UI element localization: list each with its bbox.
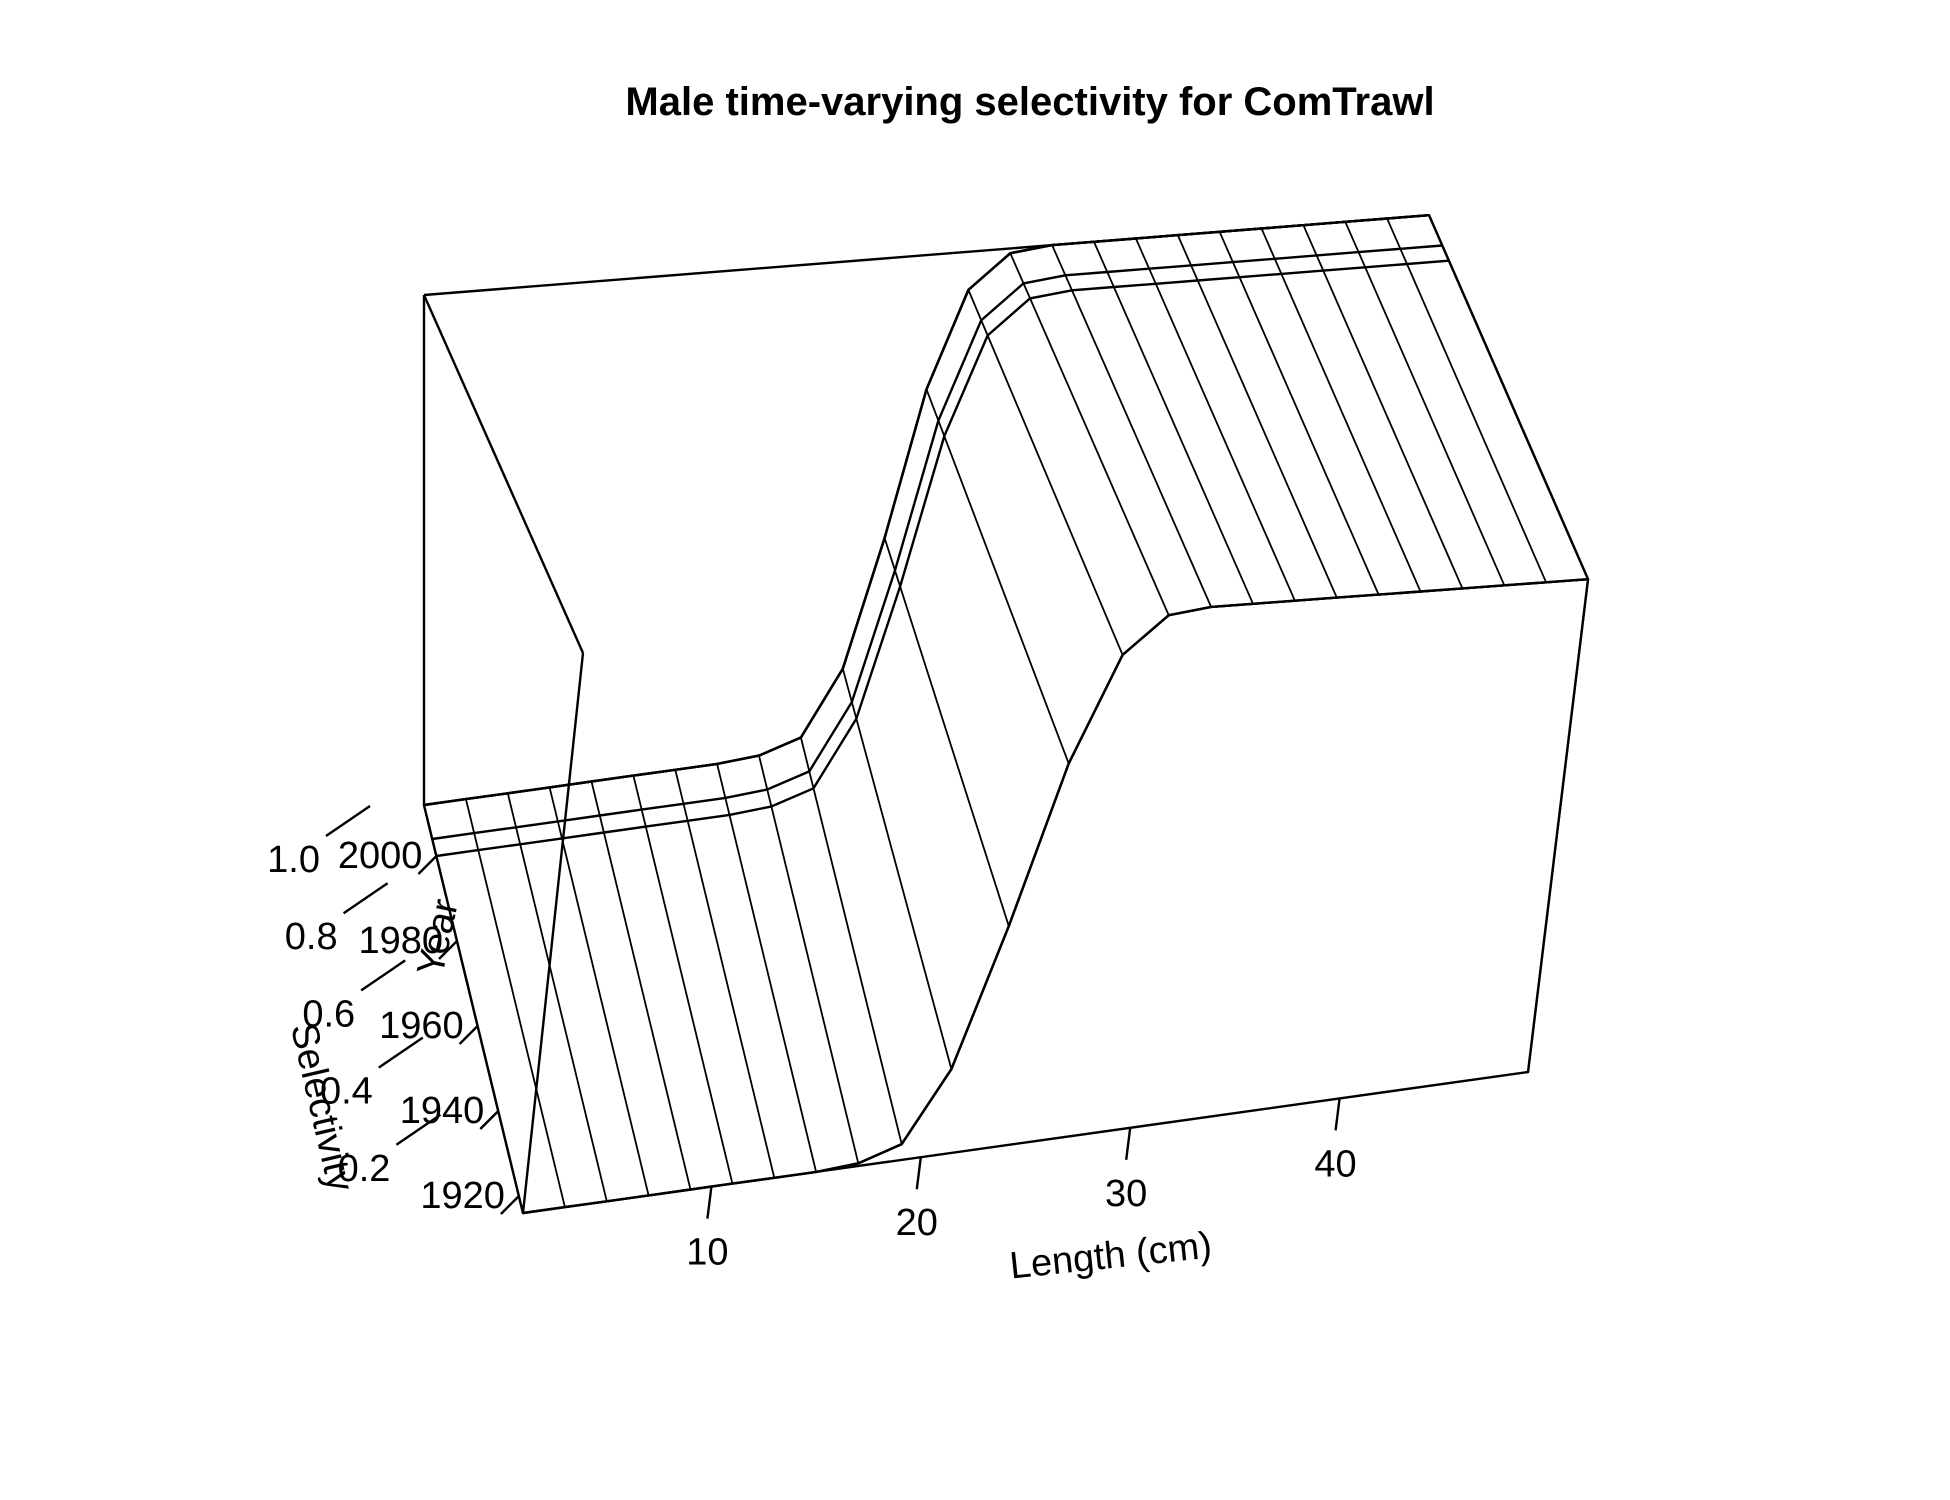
surface-mesh-line: [841, 668, 953, 1070]
x-tick-label: 30: [1105, 1173, 1147, 1215]
y-tick-label: 2000: [338, 835, 423, 877]
surface-plot: [422, 214, 1590, 1215]
surface-mesh-line: [1428, 214, 1589, 580]
y-axis: 1920 1940 1960 1980 2000: [338, 835, 520, 1217]
surface-mesh-line: [423, 804, 524, 1214]
surface-mesh-line: [1176, 234, 1338, 598]
surface-mesh-line: [1093, 241, 1254, 605]
year-break-line: [432, 244, 1443, 841]
surface-mesh-line: [674, 769, 776, 1179]
surface-mesh-line: [716, 763, 817, 1173]
box-edge-front-left: [521, 652, 585, 1214]
z-tick-label: 0.6: [302, 993, 355, 1035]
x-tick-label: 20: [896, 1202, 938, 1244]
y-axis-label: Year: [410, 895, 467, 979]
surface-mesh-line: [925, 388, 1070, 764]
surface-mesh-line: [883, 537, 1010, 927]
x-tick-mark: [1334, 1098, 1341, 1131]
surface-mesh-line: [1386, 218, 1547, 583]
box-edge-top-back: [423, 214, 1430, 297]
x-axis-label: Length (cm): [1008, 1225, 1214, 1288]
surface-mesh-line: [758, 755, 860, 1164]
z-tick-mark: [325, 805, 371, 837]
y-tick-mark: [438, 940, 458, 960]
y-tick-mark: [479, 1110, 500, 1130]
x-axis: 10 20 30 40: [686, 1098, 1357, 1274]
surface-mesh-line: [1218, 231, 1380, 595]
year-break-line: [436, 259, 1449, 858]
surface-mesh-line: [590, 781, 692, 1190]
z-tick-mark: [342, 882, 389, 915]
surface-mesh-line: [632, 775, 734, 1184]
z-tick-label: 0.2: [338, 1148, 391, 1190]
surface-mesh-line: [506, 793, 608, 1202]
y-tick-mark: [458, 1025, 479, 1045]
chart-title: Male time-varying selectivity for ComTra…: [625, 80, 1434, 124]
surface-front-curve: [522, 578, 1589, 1215]
y-tick-label: 1940: [400, 1090, 485, 1132]
z-tick-label: 0.8: [285, 916, 338, 958]
surface-mesh-line: [1051, 244, 1212, 608]
z-tick-mark: [395, 1113, 442, 1146]
z-tick-label: 0.4: [320, 1071, 373, 1113]
surface-mesh-line: [800, 737, 903, 1145]
z-tick-mark: [360, 959, 406, 992]
y-tick-label: 1980: [358, 920, 443, 962]
y-tick-label: 1960: [379, 1005, 464, 1047]
surface-mesh-line: [1302, 224, 1464, 589]
surface-mesh-line: [465, 798, 566, 1208]
x-tick-label: 10: [686, 1232, 728, 1274]
y-tick-mark: [500, 1195, 520, 1215]
surface-mesh-line: [1009, 252, 1170, 616]
x-tick-mark: [1125, 1127, 1132, 1160]
surface-mesh-line: [967, 289, 1124, 656]
x-tick-label: 40: [1314, 1143, 1356, 1185]
surface-mesh-line: [1260, 228, 1422, 592]
z-tick-label: 1.0: [267, 839, 320, 881]
y-tick-label: 1920: [420, 1175, 505, 1217]
surface-mesh-line: [1135, 238, 1296, 602]
z-tick-mark: [378, 1036, 424, 1069]
y-tick-mark: [417, 855, 438, 875]
x-tick-mark: [915, 1157, 922, 1190]
surface-mesh-line: [548, 787, 650, 1196]
surface-mesh-line: [1344, 221, 1506, 586]
box-edge-top-left: [422, 294, 585, 654]
z-axis: 0.2 0.4 0.6 0.8 1.0: [267, 805, 442, 1190]
x-tick-mark: [706, 1186, 713, 1219]
